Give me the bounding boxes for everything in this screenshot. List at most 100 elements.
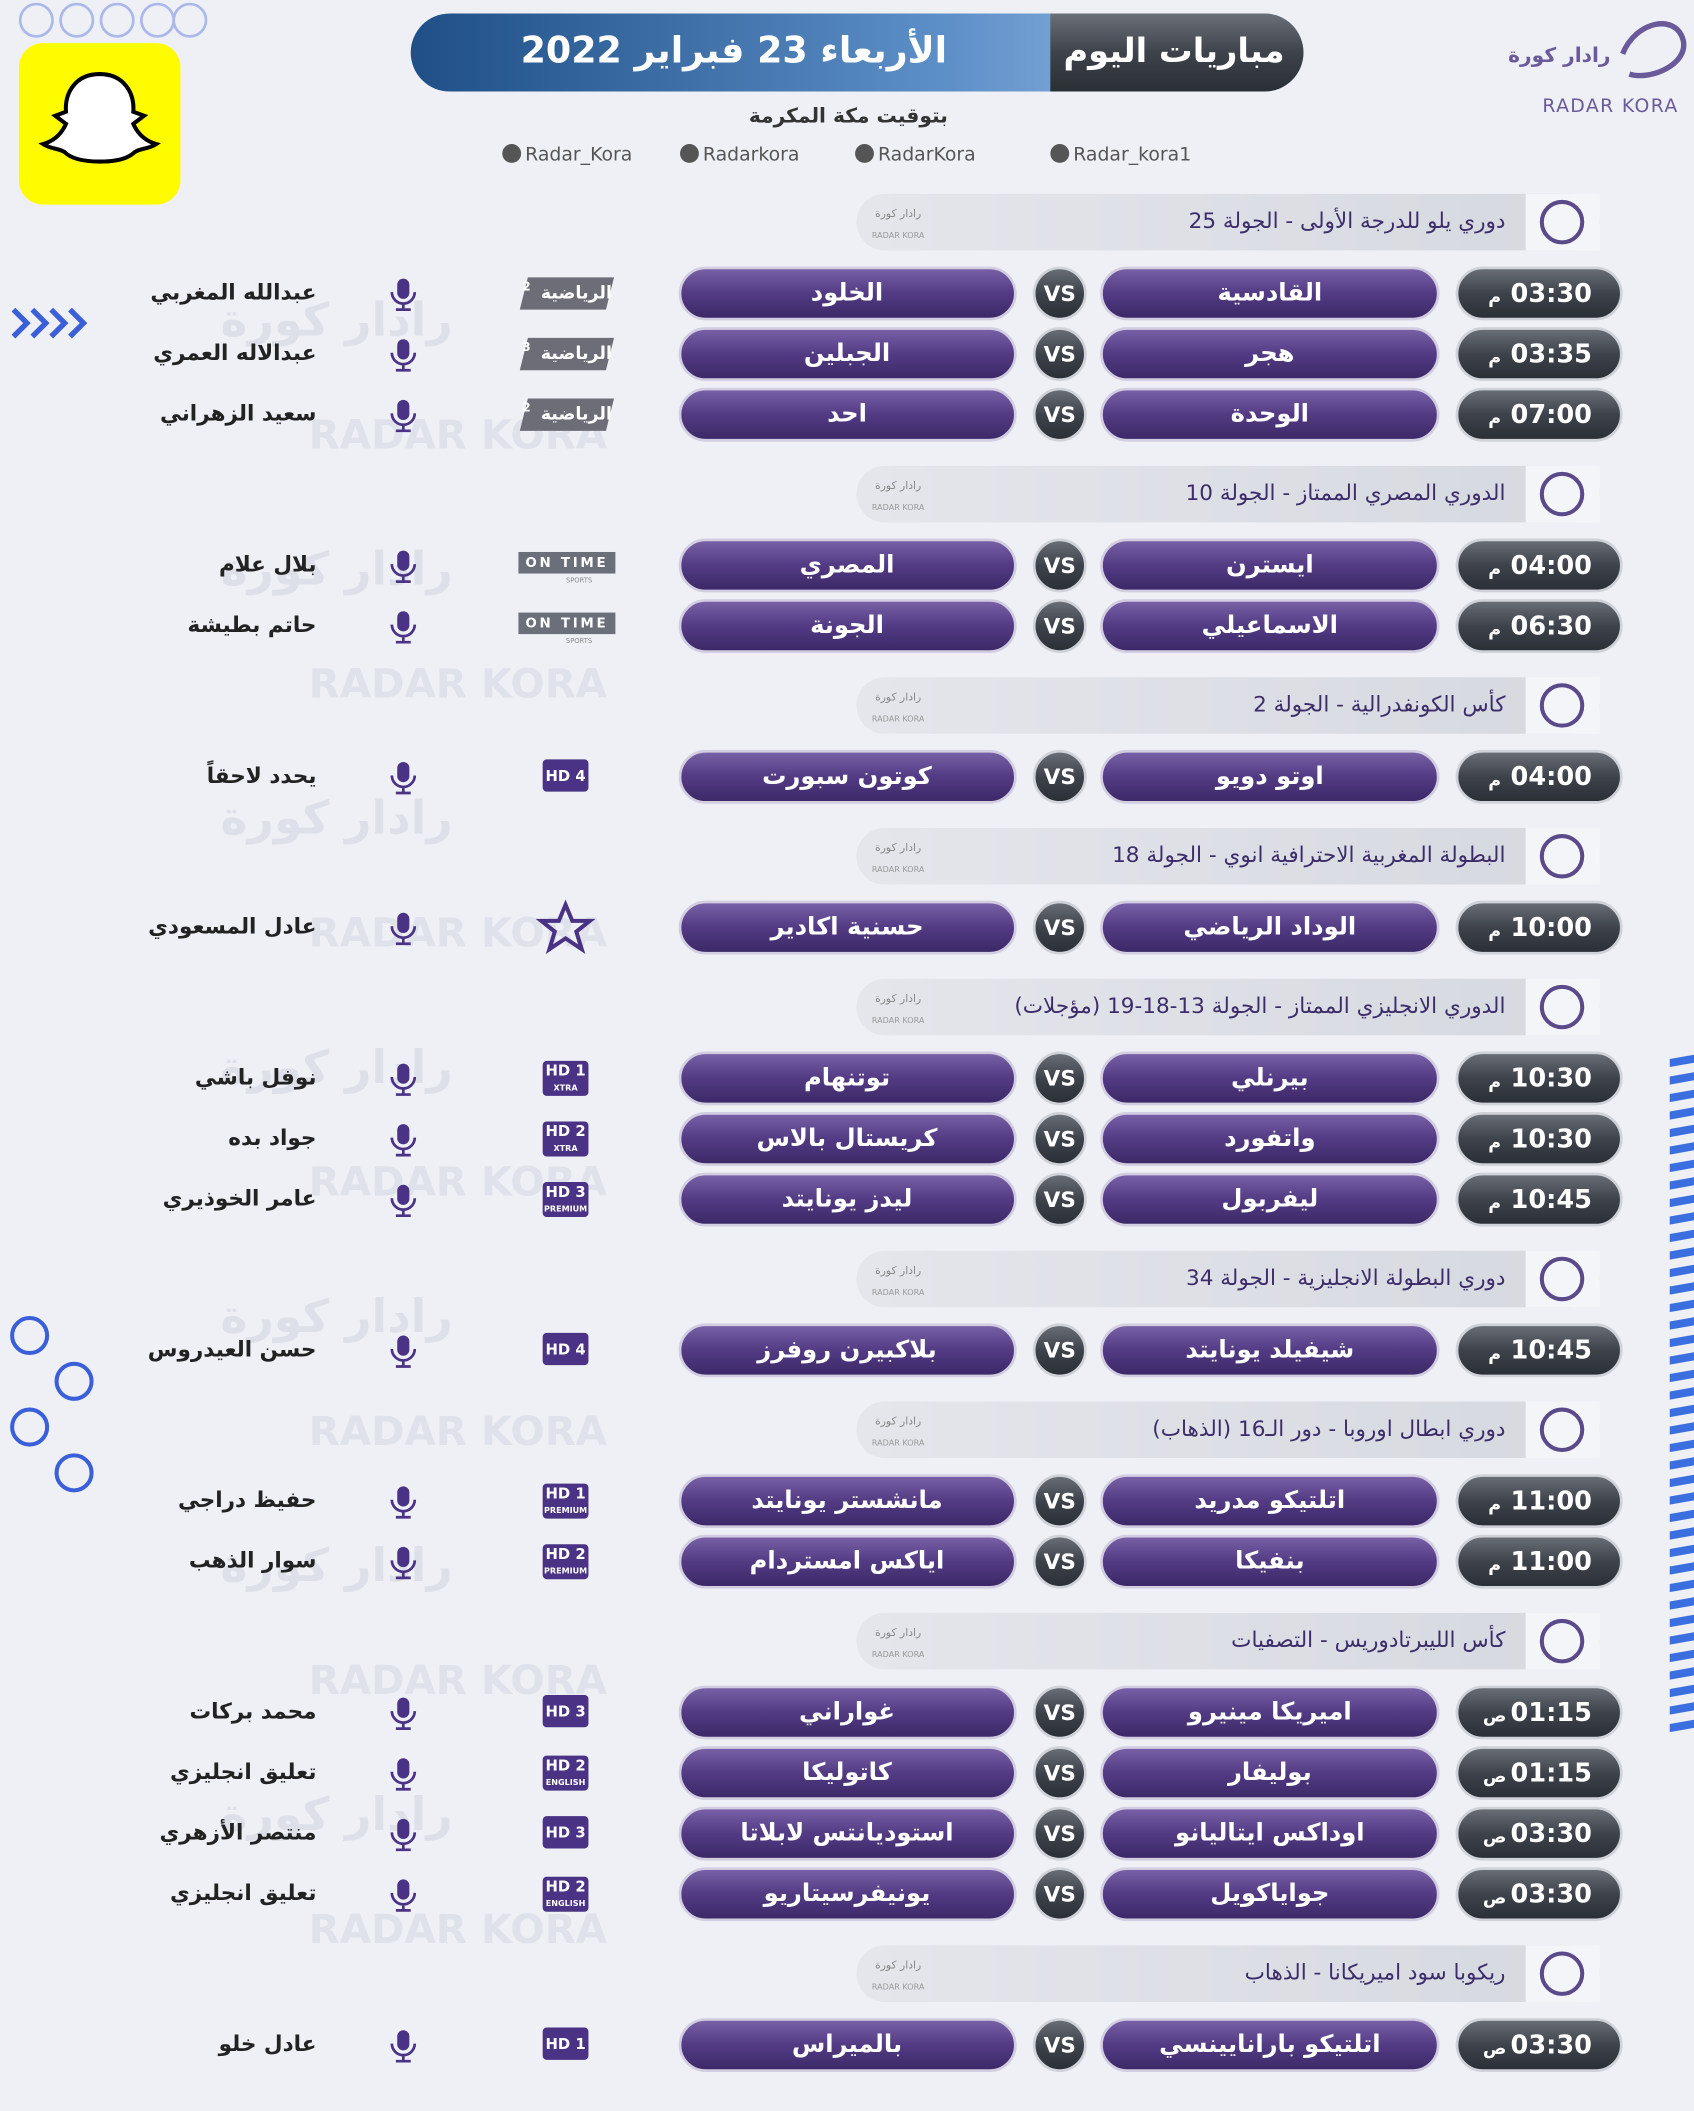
mic-stand	[390, 775, 417, 795]
stripe	[1669, 1422, 1694, 1435]
time-pill	[1455, 538, 1623, 593]
match-period: م	[1488, 288, 1501, 308]
vs-circle	[1032, 1051, 1087, 1106]
match-period: م	[1488, 1194, 1501, 1214]
commentator: عادل خلو	[218, 2032, 317, 2057]
commentator: يحدد لاحقاً	[207, 760, 317, 789]
away-team: مانشستر يونايتد	[751, 1486, 942, 1514]
channel-sub: PREMIUM	[544, 1506, 587, 1515]
vs-circle	[1032, 1474, 1087, 1529]
league-name: كأس الليبرتادوريس - التصفيات	[1231, 1625, 1506, 1653]
vs-label: VS	[1044, 614, 1076, 639]
commentator: سعيد الزهراني	[160, 402, 317, 427]
channel-badge	[542, 1483, 589, 1519]
away-team: المصري	[800, 550, 895, 578]
league-logo-en: RADAR KORA	[872, 1016, 925, 1025]
mic-stand	[390, 2043, 417, 2063]
stripe	[1669, 1562, 1694, 1575]
channel-name: الرياضية	[541, 283, 612, 303]
match-period: م	[1488, 348, 1501, 368]
channel-sub: XTRA	[553, 1083, 578, 1092]
match-time: 11:00	[1511, 1486, 1592, 1516]
mic-icon	[397, 1335, 410, 1356]
home-team: بوليفار	[1227, 1758, 1312, 1786]
channel-sub: 2	[522, 400, 530, 414]
stripe	[1669, 1159, 1694, 1173]
vs-label: VS	[1044, 1883, 1076, 1908]
league-logo: رادار كورة	[875, 1959, 921, 1972]
away-team: يونيفرسيتاريو	[763, 1879, 931, 1907]
match-time: 07:00	[1511, 400, 1592, 430]
logo-en: RADAR KORA	[1542, 96, 1678, 117]
league-name: الدوري الانجليزي الممتاز - الجولة 13-18-…	[1014, 994, 1505, 1019]
decor	[10, 2, 208, 1493]
match-period: م	[1488, 771, 1501, 791]
stripe	[1669, 1439, 1694, 1453]
away-team: كاتوليكا	[802, 1758, 893, 1786]
match-period: م	[1488, 559, 1501, 579]
vs-label: VS	[1044, 916, 1076, 941]
time-pill	[1455, 1746, 1623, 1801]
header-title-bg	[1050, 13, 1304, 92]
mic-icon	[397, 1697, 410, 1718]
stripe	[1669, 1387, 1694, 1400]
league-logo-en: RADAR KORA	[872, 231, 925, 240]
stripe	[1669, 1142, 1694, 1155]
away-team: كوتون سبورت	[762, 762, 933, 790]
watermark-ar: رادار كورة	[221, 1041, 453, 1094]
commentator: منتصر الأزهري	[160, 1818, 317, 1846]
league-bar	[856, 978, 1600, 1036]
league-icon	[1539, 199, 1585, 245]
away-pill	[678, 1685, 1017, 1740]
time-pill	[1455, 327, 1623, 382]
home-team: بيرنلي	[1231, 1063, 1309, 1091]
vs-label: VS	[1044, 1127, 1076, 1152]
league-bar	[856, 465, 1600, 523]
vs-circle	[1032, 1172, 1087, 1227]
home-pill	[1100, 2018, 1440, 2072]
league-name: البطولة المغربية الاحترافية انوي - الجول…	[1112, 843, 1505, 868]
stripe	[1669, 1107, 1694, 1120]
league-logo-en: RADAR KORA	[872, 503, 925, 512]
logo-mark	[1620, 21, 1687, 79]
vs-circle	[1032, 387, 1087, 442]
time-pill	[1455, 266, 1623, 321]
time-pill	[1455, 749, 1623, 804]
stripe	[1669, 1632, 1694, 1645]
commentator: حسن العيدروس	[148, 1337, 317, 1362]
home-team: ليفربول	[1221, 1185, 1318, 1213]
social-icon	[855, 144, 874, 163]
stripe	[1669, 1509, 1694, 1523]
stripe	[1669, 1124, 1694, 1138]
vs-label: VS	[1044, 765, 1076, 790]
channel-badge	[518, 551, 616, 574]
vs-label: VS	[1044, 403, 1076, 428]
channel-name: HD 1	[545, 1063, 585, 1080]
time-pill	[1455, 1534, 1623, 1589]
vs-label: VS	[1044, 1550, 1076, 1575]
stripe	[1669, 1317, 1694, 1330]
match-time: 06:30	[1511, 611, 1592, 641]
away-pill	[678, 1746, 1017, 1801]
mic-stand	[390, 352, 417, 372]
home-team: جواياكويل	[1210, 1879, 1329, 1907]
channel-name: HD 2	[545, 1123, 585, 1140]
vs-circle	[1032, 1112, 1087, 1166]
league-logo: رادار كورة	[875, 841, 921, 854]
channel-name: HD 1	[545, 1485, 585, 1502]
stripe	[1669, 1299, 1694, 1313]
away-team: الجونة	[810, 611, 884, 639]
home-team: ايسترن	[1226, 550, 1314, 578]
league-logo-en: RADAR KORA	[872, 1650, 925, 1659]
channel-name: HD 2	[545, 1757, 585, 1774]
away-pill	[678, 1474, 1017, 1529]
home-team: واتفورد	[1224, 1124, 1315, 1152]
social-handle: RadarKora	[878, 144, 976, 165]
stripe	[1669, 1614, 1694, 1628]
home-pill	[1100, 1474, 1440, 1529]
mic-stand	[390, 1711, 417, 1730]
channel-sub: PREMIUM	[544, 1204, 587, 1213]
match-period: ص	[1483, 1888, 1507, 1908]
watermark-en: RADAR KORA	[309, 1906, 608, 1953]
match-time: 10:45	[1511, 1185, 1592, 1215]
